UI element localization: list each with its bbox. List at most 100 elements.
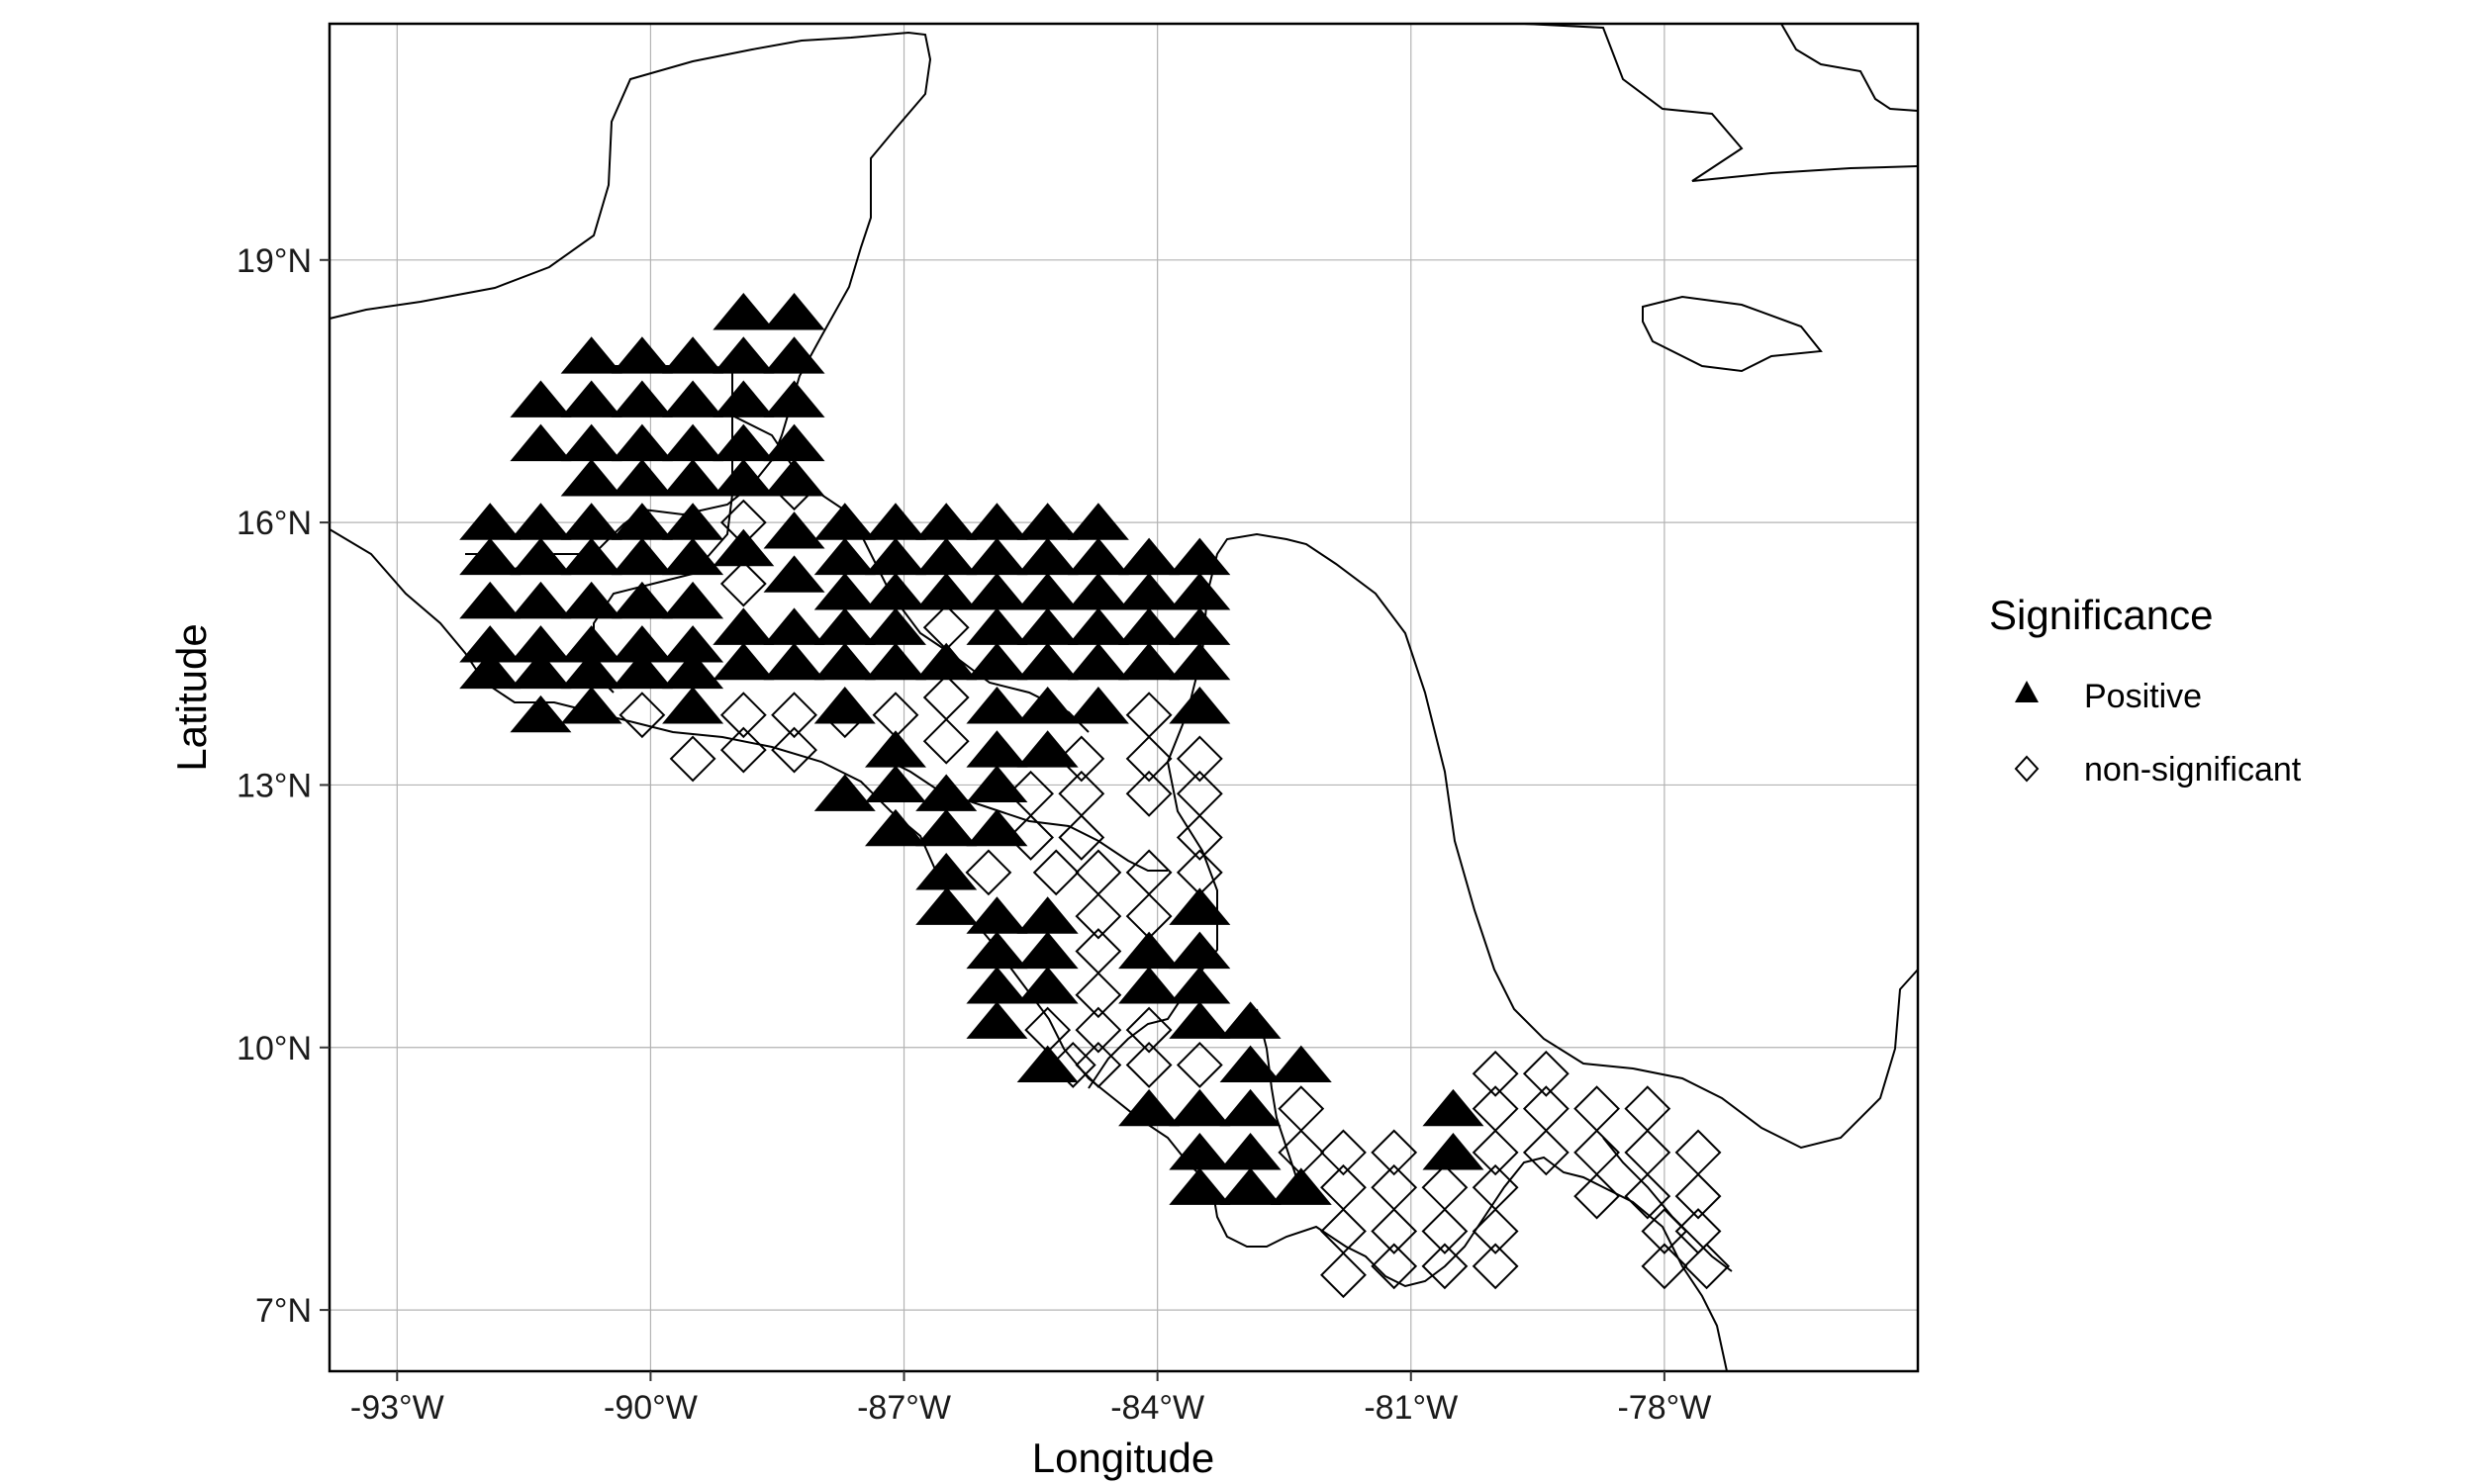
nonsignificant-point	[618, 692, 666, 739]
positive-point	[1016, 687, 1079, 724]
positive-point	[713, 642, 775, 681]
positive-point	[1016, 730, 1079, 768]
positive-point	[560, 503, 622, 540]
positive-point	[813, 503, 876, 540]
positive-point	[1016, 503, 1079, 540]
positive-point	[1270, 1045, 1332, 1083]
x-axis-title: Longitude	[1032, 1435, 1215, 1481]
positive-point	[1118, 931, 1181, 970]
nonsignificant-point	[1075, 972, 1122, 1019]
nonsignificant-point	[1683, 1243, 1730, 1290]
positive-point	[611, 503, 673, 540]
positive-point	[915, 887, 978, 925]
positive-point	[966, 730, 1028, 768]
plot-border	[328, 22, 1920, 1373]
positive-point	[1118, 573, 1181, 610]
positive-point	[510, 537, 572, 576]
positive-point	[966, 931, 1028, 970]
positive-point	[560, 651, 622, 690]
positive-point	[966, 573, 1028, 610]
positive-point	[662, 423, 724, 462]
nonsignificant-point	[1522, 1129, 1570, 1176]
nonsignificant-point	[1421, 1208, 1469, 1254]
positive-point	[662, 687, 724, 724]
positive-point	[1219, 1088, 1282, 1127]
positive-point	[813, 573, 876, 610]
positive-point	[713, 293, 775, 330]
positive-point	[510, 695, 572, 733]
nonsignificant-point	[1125, 770, 1173, 817]
positive-point	[662, 336, 724, 374]
x-tick-label: -93°W	[350, 1389, 444, 1427]
positive-point	[611, 380, 673, 417]
nonsignificant-point	[1075, 1042, 1122, 1088]
nonsignificant-point	[719, 560, 767, 607]
positive-point	[1016, 896, 1079, 934]
positive-point	[966, 607, 1028, 645]
positive-point	[966, 537, 1028, 576]
positive-point	[560, 380, 622, 417]
positive-point	[459, 651, 522, 690]
positive-point	[1067, 537, 1129, 576]
cuba-coastline	[1523, 23, 1919, 182]
positive-point	[662, 625, 724, 663]
legend-label-nonsignificant: non-significant	[2084, 751, 2302, 788]
nonsignificant-point	[771, 726, 817, 774]
positive-point	[864, 573, 926, 610]
positive-point	[1016, 607, 1079, 645]
gridlines	[330, 24, 1918, 1371]
positive-point	[1016, 642, 1079, 681]
positive-point	[915, 642, 978, 681]
positive-point	[1016, 931, 1079, 970]
positive-point	[1219, 1133, 1282, 1170]
positive-point	[611, 459, 673, 497]
positive-point	[1169, 1001, 1231, 1039]
positive-point	[813, 774, 876, 811]
positive-point	[1169, 687, 1231, 724]
nonsignificant-point	[1472, 1243, 1519, 1290]
positive-point	[915, 853, 978, 890]
positive-point	[713, 459, 775, 497]
positive-point	[763, 293, 825, 330]
positive-point	[459, 625, 522, 663]
nonsignificant-point	[1125, 1042, 1173, 1088]
nonsignificant-point	[1007, 814, 1055, 861]
nonsignificant-point	[1075, 892, 1122, 940]
positive-point	[510, 581, 572, 619]
marker-layer	[459, 293, 1730, 1299]
nonsignificant-point	[922, 717, 970, 765]
positive-point	[1219, 1167, 1282, 1205]
positive-point	[713, 528, 775, 567]
nonsignificant-point	[1573, 1172, 1620, 1220]
positive-point	[1270, 1167, 1332, 1205]
positive-point	[864, 607, 926, 645]
nonsignificant-point	[669, 735, 716, 783]
positive-point	[1169, 1088, 1231, 1127]
positive-point	[966, 967, 1028, 1004]
positive-point	[1422, 1088, 1484, 1127]
legend-title: Significance	[1989, 592, 2213, 638]
nonsignificant-point	[1371, 1208, 1418, 1254]
positive-point	[966, 765, 1028, 803]
positive-point	[510, 380, 572, 417]
positive-point	[966, 896, 1028, 934]
nonsignificant-point	[1421, 1243, 1469, 1290]
positive-point	[459, 581, 522, 619]
nonsignificant-point	[1176, 1042, 1223, 1088]
positive-point	[864, 730, 926, 768]
positive-point	[713, 336, 775, 374]
nonsignificant-point	[1058, 814, 1105, 861]
positive-point	[1118, 537, 1181, 576]
positive-point	[1016, 967, 1079, 1004]
positive-point	[1169, 573, 1231, 610]
positive-point	[1118, 607, 1181, 645]
positive-point	[560, 687, 622, 724]
legend: Significance Positive non-significant	[1989, 592, 2302, 788]
positive-point	[966, 642, 1028, 681]
positive-point	[1169, 1167, 1231, 1205]
positive-point	[560, 459, 622, 497]
positive-point	[1118, 967, 1181, 1004]
positive-point	[611, 336, 673, 374]
positive-point	[1016, 1045, 1079, 1083]
positive-point	[864, 537, 926, 576]
